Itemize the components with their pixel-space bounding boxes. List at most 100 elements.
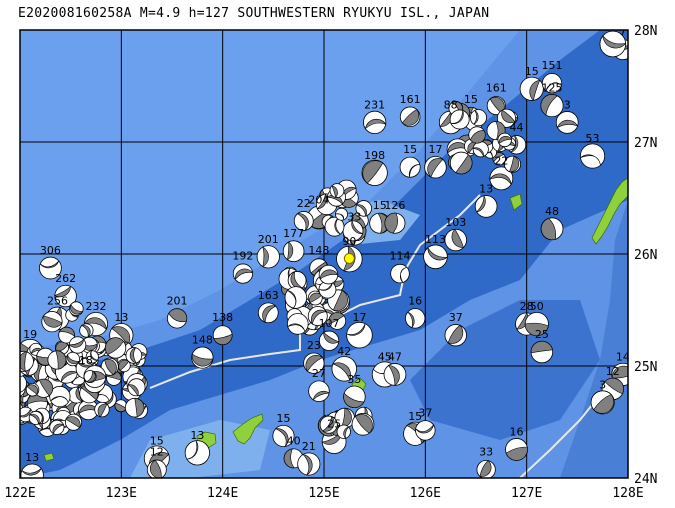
focal-mechanism [472,141,489,158]
event-label: 256 [47,294,68,307]
event-label: 17 [352,311,366,324]
focal-mechanism [423,244,449,270]
event-label: 138 [212,311,233,324]
focal-mechanism [489,166,514,191]
event-label: 53 [586,132,600,145]
focal-mechanism [476,459,496,478]
plate-boundary-okinawa [149,194,481,389]
event-label: 88 [444,98,458,111]
focal-mechanism [20,463,44,478]
focal-mechanism [257,302,279,324]
focal-mechanism [361,159,388,186]
ishigaki-island [232,413,264,445]
focal-mechanism [104,337,127,359]
focal-mechanism [125,347,143,364]
event-label: 15 [150,434,164,447]
focal-mechanism [343,385,366,409]
event-label: 23 [307,339,321,352]
event-label: 15 [464,93,478,106]
event-label: 177 [283,227,304,240]
event-label: 232 [86,300,107,313]
lon-tick-label: 123E [106,486,137,501]
event-label: 201 [167,294,188,307]
lon-tick-label: 127E [511,486,542,501]
event-label: 3 [599,378,606,391]
focal-mechanism [25,383,40,397]
focal-mechanism [94,401,110,418]
focal-mechanism [405,308,426,329]
focal-mechanism [355,200,372,217]
focal-mechanism [68,336,87,354]
kerama-island [509,193,523,211]
focal-mechanism [272,424,295,448]
event-label: 204 [308,194,329,207]
focal-mechanism [85,350,99,364]
lat-tick-label: 25N [634,360,657,375]
event-label: 35 [347,373,361,386]
event-label: 161 [486,82,507,95]
focal-mechanism [256,245,280,269]
focal-mechanism [346,321,373,349]
focal-mechanism [318,264,339,285]
focal-mechanism [555,111,579,134]
focal-mechanism [303,352,325,374]
focal-mechanism [474,195,498,218]
event-label: 16 [408,294,422,307]
focal-mechanism [41,311,63,333]
map-frame [19,29,629,479]
focal-mechanism [232,263,254,284]
focal-mechanism [20,373,27,393]
event-label: 50 [530,300,544,313]
focal-mechanism [212,325,233,346]
focal-mechanism [28,410,43,425]
event-label: 262 [55,272,76,285]
event-label: 47 [388,350,402,363]
focal-mechanism [415,420,436,441]
event-label: 13 [190,429,204,442]
focal-mechanism [65,413,83,431]
focal-mechanism [524,311,549,337]
focal-mechanism [444,228,467,252]
event-label: 126 [384,199,405,212]
event-label: 148 [192,334,213,347]
event-label: 28 [520,300,534,313]
event-label: 22 [297,197,311,210]
focal-mechanism [351,412,375,436]
event-label: 12 [150,446,164,459]
focal-mechanism [297,452,321,476]
event-label: 15 [403,143,417,156]
event-label: 192 [232,250,253,263]
focal-mechanism [505,438,528,461]
target-event-marker [343,252,355,264]
lat-tick-label: 27N [634,136,657,151]
event-label: 125 [542,82,563,95]
focal-mechanism [335,207,348,221]
event-label: 15 [408,410,422,423]
event-label: 151 [542,59,563,72]
focal-mechanism [83,370,97,383]
focal-mechanism [540,217,564,241]
event-label: 231 [364,98,385,111]
focal-mechanism [324,216,345,237]
focal-mechanism [590,390,615,415]
lon-tick-label: 124E [207,486,238,501]
event-label: 113 [425,233,446,246]
event-label: 107 [319,317,340,330]
focal-mechanism [336,424,351,440]
focal-mechanism [282,240,305,263]
event-label: 12 [606,365,620,378]
focal-mechanism [530,340,554,364]
event-label: 198 [364,149,385,162]
focal-mechanism [469,109,487,127]
event-label: 25 [327,418,341,431]
focal-mechanism [117,358,131,373]
event-label: 44 [510,121,524,134]
event-label: 13 [479,182,493,195]
focal-mechanism [449,151,473,175]
focal-mechanism [69,301,84,316]
focal-mechanism [39,256,62,280]
focal-mechanism [541,73,563,94]
focal-mechanism [308,380,330,402]
